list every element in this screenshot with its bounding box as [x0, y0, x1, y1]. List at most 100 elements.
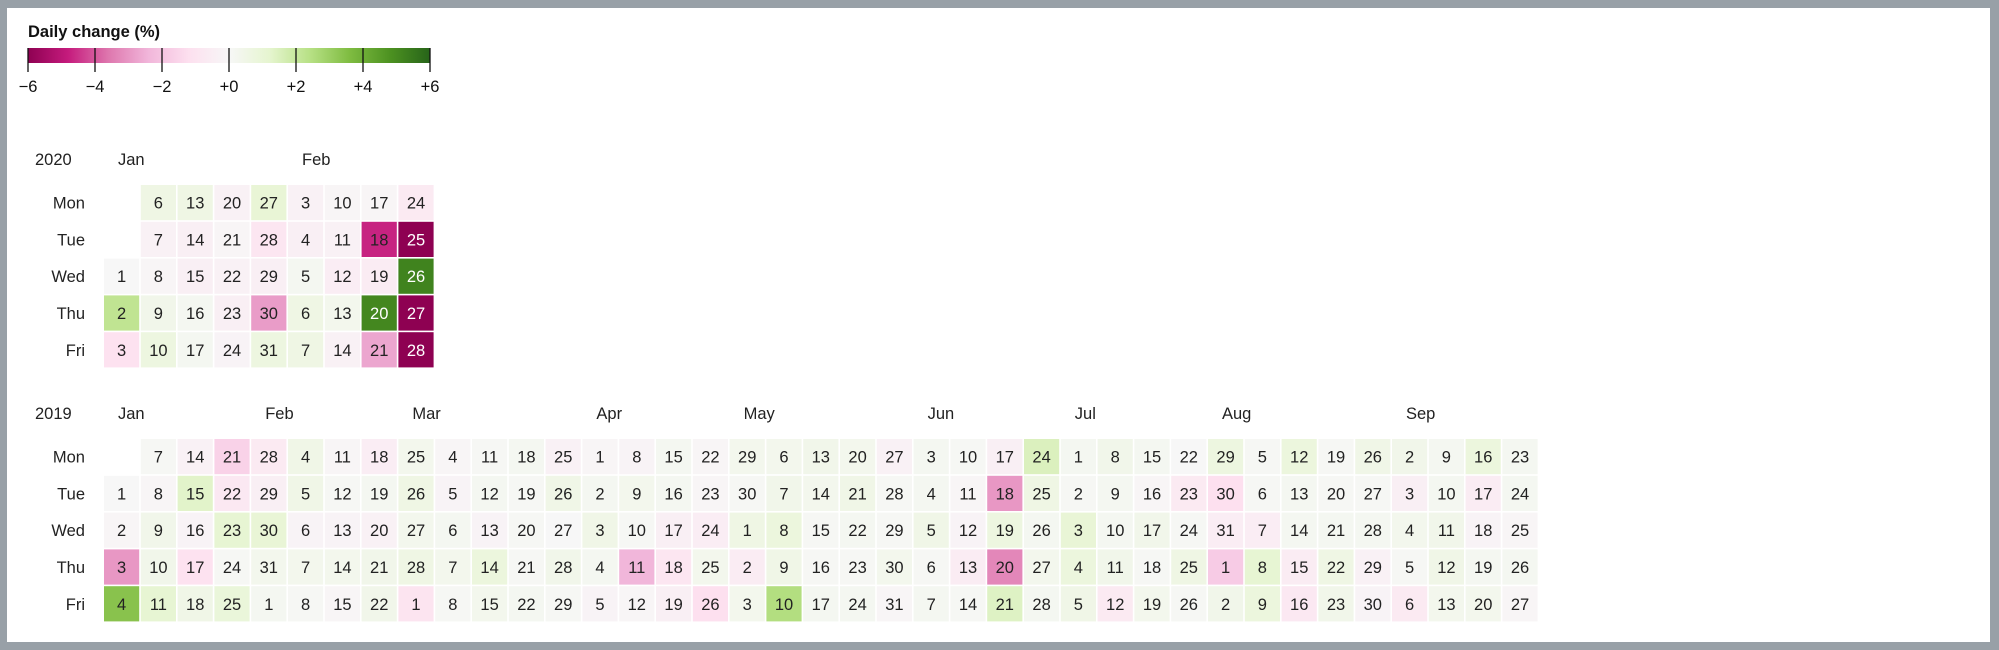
day-cell-fill: [177, 439, 213, 475]
day-cell: 21: [214, 221, 250, 257]
day-cell-fill: [251, 512, 287, 548]
day-number: 21: [848, 485, 866, 503]
day-cell: 19: [1318, 439, 1354, 475]
day-number: 10: [1437, 485, 1455, 503]
day-cell-fill: [1134, 586, 1170, 622]
day-number: 21: [370, 559, 388, 577]
day-number: 14: [480, 559, 498, 577]
day-cell-fill: [1024, 586, 1060, 622]
day-cell: 25: [398, 221, 434, 257]
day-cell: 5: [1244, 439, 1280, 475]
day-cell-fill: [1355, 549, 1391, 585]
day-cell: 3: [104, 332, 140, 368]
day-cell: 1: [1208, 549, 1244, 585]
day-number: 6: [779, 449, 788, 467]
day-cell: 24: [398, 185, 434, 221]
day-number: 5: [927, 522, 936, 540]
day-cell-fill: [656, 586, 692, 622]
day-number: 23: [1511, 449, 1529, 467]
day-number: 28: [885, 485, 903, 503]
day-cell-fill: [582, 439, 618, 475]
day-cell-fill: [288, 549, 324, 585]
day-cell-fill: [398, 258, 434, 294]
day-number: 18: [664, 559, 682, 577]
day-cell: 4: [288, 439, 324, 475]
day-cell: 25: [692, 549, 728, 585]
day-cell: 18: [1465, 512, 1501, 548]
day-number: 30: [1364, 596, 1382, 614]
day-number: 17: [1474, 485, 1492, 503]
day-number: 7: [301, 342, 310, 360]
day-cell: 10: [140, 549, 176, 585]
day-number: 5: [448, 485, 457, 503]
day-cell-fill: [950, 475, 986, 511]
day-number: 17: [1143, 522, 1161, 540]
day-cell: 7: [288, 332, 324, 368]
day-cell-fill: [876, 439, 912, 475]
day-cell: 7: [766, 475, 802, 511]
day-cell: 14: [472, 549, 508, 585]
day-cell-fill: [472, 512, 508, 548]
day-cell-fill: [1392, 512, 1428, 548]
day-number: 26: [554, 485, 572, 503]
weekday-label: Tue: [57, 231, 85, 249]
month-label: Jan: [118, 151, 145, 169]
day-cell-fill: [1208, 549, 1244, 585]
day-cell-fill: [987, 439, 1023, 475]
day-number: 22: [1180, 449, 1198, 467]
day-cell-fill: [288, 586, 324, 622]
day-cell-fill: [324, 295, 360, 331]
day-number: 3: [117, 342, 126, 360]
day-cell: 17: [361, 185, 397, 221]
day-cell-fill: [435, 512, 471, 548]
day-cell-fill: [324, 221, 360, 257]
day-number: 1: [117, 268, 126, 286]
day-cell: 4: [913, 475, 949, 511]
day-cell: 8: [140, 258, 176, 294]
day-cell: 13: [1428, 586, 1464, 622]
day-cell-fill: [361, 439, 397, 475]
day-number: 12: [480, 485, 498, 503]
day-number: 15: [1143, 449, 1161, 467]
day-cell: 13: [803, 439, 839, 475]
day-cell: 16: [1465, 439, 1501, 475]
day-cell-fill: [435, 549, 471, 585]
day-cell: 5: [1060, 586, 1096, 622]
day-number: 27: [1511, 596, 1529, 614]
day-number: 11: [334, 449, 351, 467]
day-cell: 24: [692, 512, 728, 548]
day-cell-fill: [803, 549, 839, 585]
day-cell-fill: [619, 512, 655, 548]
day-number: 8: [448, 596, 457, 614]
day-cell: 20: [361, 512, 397, 548]
day-cell-fill: [1502, 549, 1538, 585]
year-label: 2019: [35, 405, 72, 423]
day-cell-fill: [582, 586, 618, 622]
day-number: 14: [333, 342, 351, 360]
day-cell: 14: [803, 475, 839, 511]
day-cell: 12: [950, 512, 986, 548]
day-number: 5: [1258, 449, 1267, 467]
day-cell-fill: [251, 586, 287, 622]
day-number: 5: [301, 268, 310, 286]
legend-tick-label: +6: [421, 78, 440, 96]
day-cell: 21: [840, 475, 876, 511]
day-cell: 26: [398, 475, 434, 511]
day-cell: 6: [435, 512, 471, 548]
day-cell: 14: [177, 439, 213, 475]
day-cell: 30: [729, 475, 765, 511]
day-cell-fill: [361, 295, 397, 331]
day-cell: 11: [1097, 549, 1133, 585]
day-cell-fill: [1281, 586, 1317, 622]
day-number: 7: [154, 231, 163, 249]
day-cell-fill: [803, 586, 839, 622]
day-number: 27: [407, 305, 425, 323]
day-cell-fill: [177, 221, 213, 257]
day-cell: 27: [1502, 586, 1538, 622]
weekday-label: Thu: [57, 305, 85, 323]
day-cell: 24: [1171, 512, 1207, 548]
day-number: 1: [411, 596, 420, 614]
color-legend: Daily change (%) −6 −4 −2 +0 +2 +4 +6: [19, 23, 440, 96]
day-number: 2: [1074, 485, 1083, 503]
day-cell-fill: [1134, 549, 1170, 585]
